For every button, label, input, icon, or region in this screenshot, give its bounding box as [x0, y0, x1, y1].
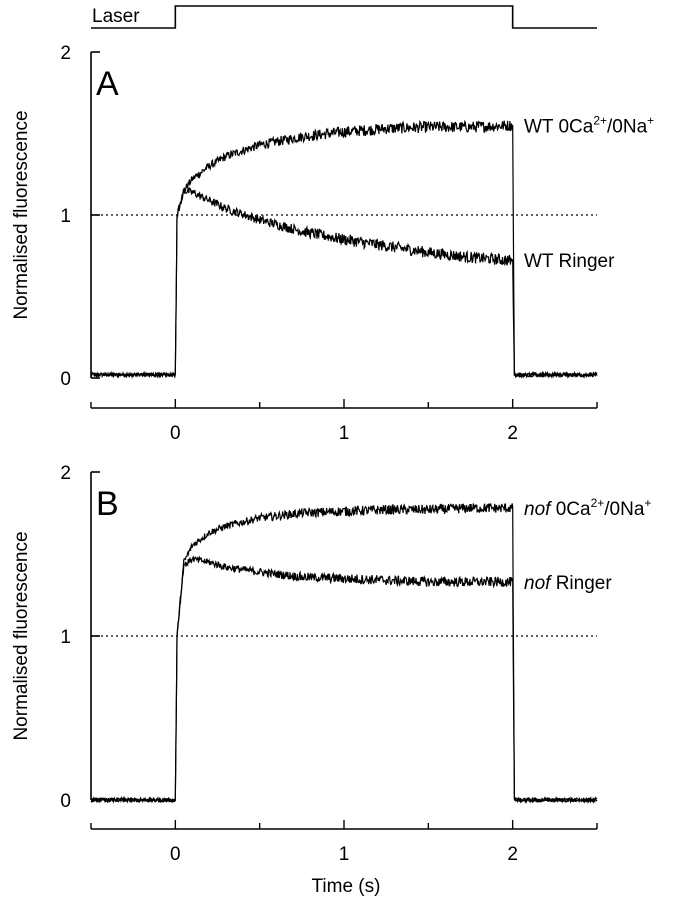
y-tick-label: 0: [60, 791, 71, 812]
series-label: WT Ringer: [524, 251, 615, 272]
y-tick-label: 0: [60, 369, 71, 390]
series-label: nof Ringer: [524, 573, 612, 594]
panel-label: A: [96, 65, 119, 103]
laser-trace-group: Laser: [91, 5, 597, 29]
x-axis-title: Time (s): [312, 876, 381, 897]
laser-label: Laser: [92, 6, 140, 27]
series-trace: [90, 502, 598, 804]
y-tick-label: 2: [60, 43, 71, 64]
series-label: WT 0Ca2+/0Na+: [524, 114, 654, 138]
x-tick-label: 2: [507, 423, 518, 444]
series-label: nof 0Ca2+/0Na+: [524, 496, 651, 520]
series-label-part: WT Ringer: [524, 251, 615, 272]
x-tick-label: 0: [170, 844, 181, 865]
series-label-part: 0Ca: [550, 499, 591, 520]
series-label-part: +: [647, 114, 654, 128]
panel-a: 0 1 2 Normalised fluorescence 0 1 2 A WT 0Ca2+/0…: [11, 43, 654, 444]
series-label-part: +: [644, 496, 651, 510]
series-trace: [90, 555, 598, 804]
x-tick-label: 1: [339, 844, 350, 865]
laser-trace: [91, 5, 597, 29]
x-tick-label: 0: [170, 423, 181, 444]
y-axis-title: Normalised fluorescence: [11, 110, 32, 319]
series-label-part: nof: [524, 499, 552, 520]
series-label-part: nof: [524, 573, 552, 594]
x-tick-label: 2: [507, 844, 518, 865]
panel-label: B: [96, 485, 119, 523]
y-tick-label: 1: [60, 627, 71, 648]
y-tick-label: 1: [60, 206, 71, 227]
series-label-part: /0Na: [607, 117, 648, 138]
series-label-part: 2+: [591, 496, 605, 510]
series-label-part: 2+: [593, 114, 607, 128]
x-tick-label: 1: [339, 423, 350, 444]
y-tick-label: 2: [60, 463, 71, 484]
series-label-part: WT 0Ca: [524, 117, 594, 138]
panel-b: 0 1 2 Normalised fluorescence 0 1 2 Time (s) B no…: [11, 463, 651, 897]
series-trace: [90, 187, 598, 380]
series-label-part: /0Na: [604, 499, 645, 520]
series-trace: [90, 119, 598, 379]
y-axis-title: Normalised fluorescence: [11, 531, 32, 740]
series-label-part: Ringer: [550, 573, 612, 594]
